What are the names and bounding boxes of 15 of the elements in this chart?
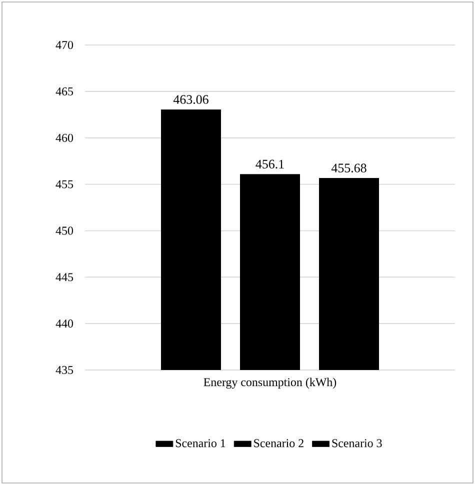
y-tick-label: 465 bbox=[56, 87, 74, 96]
y-tick-label: 460 bbox=[56, 134, 74, 142]
y-tick-label: 455 bbox=[56, 180, 74, 188]
y-tick-label: 440 bbox=[56, 320, 74, 328]
y-tick-label: 470 bbox=[56, 40, 74, 50]
y-tick-label: 450 bbox=[56, 226, 74, 235]
data-label: 455.68 bbox=[331, 164, 366, 172]
legend-label: Scenario 2 bbox=[254, 439, 304, 448]
legend-label: Scenario 3 bbox=[332, 439, 382, 448]
y-tick-label: 435 bbox=[56, 366, 74, 374]
x-tick-label: Energy consumption (kWh) bbox=[204, 378, 336, 389]
legend-label: Scenario 1 bbox=[176, 439, 226, 448]
data-label: 463.06 bbox=[173, 95, 208, 104]
y-tick-label: 445 bbox=[56, 273, 74, 282]
data-label: 456.1 bbox=[256, 160, 284, 169]
